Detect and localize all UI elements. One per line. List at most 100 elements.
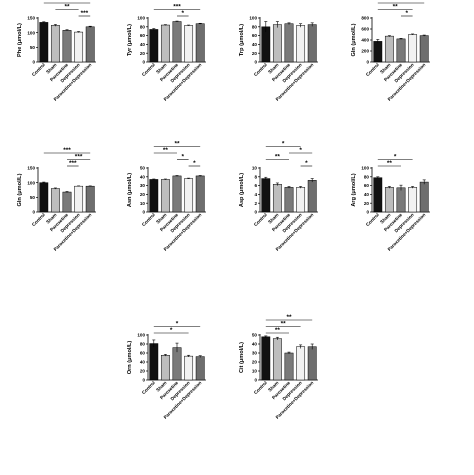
bar xyxy=(296,25,306,63)
y-tick-label: 40 xyxy=(140,174,146,179)
y-tick-label: 40 xyxy=(252,42,258,47)
y-axis-label: Gln (μmol/L) xyxy=(17,173,23,206)
y-tick-label: 80 xyxy=(364,174,370,179)
bar xyxy=(39,182,49,213)
y-tick-label: 20 xyxy=(140,369,146,374)
bar xyxy=(160,24,170,63)
y-tick-label: 30 xyxy=(252,351,258,356)
significance-label: * xyxy=(394,154,397,161)
y-axis-label: Phe (μmol/L) xyxy=(17,23,23,57)
y-tick-label: 60 xyxy=(364,183,370,188)
y-tick-label: 800 xyxy=(361,16,369,21)
significance-label: * xyxy=(282,141,285,148)
y-tick-label: 10 xyxy=(252,369,258,374)
y-tick-label: 60 xyxy=(252,33,258,38)
y-tick-label: 200 xyxy=(361,49,369,54)
y-tick-label: 20 xyxy=(252,360,258,365)
y-tick-label: 50 xyxy=(252,333,258,338)
y-tick-label: 20 xyxy=(140,51,146,56)
significance-label: ** xyxy=(387,160,393,167)
significance-label: ** xyxy=(286,314,292,321)
y-tick-label: 80 xyxy=(252,24,258,29)
bar xyxy=(50,188,60,213)
bar xyxy=(172,21,182,63)
significance-label: * xyxy=(193,160,196,167)
bar xyxy=(272,184,282,213)
y-tick-label: 20 xyxy=(364,201,370,206)
y-tick-label: 150 xyxy=(27,16,35,21)
y-tick-label: 10 xyxy=(252,166,258,171)
significance-label: *** xyxy=(173,4,181,11)
bar xyxy=(272,338,282,381)
y-axis-label: Asp (μmol/L) xyxy=(239,173,245,207)
bar xyxy=(85,185,95,213)
y-tick-label: 8 xyxy=(254,174,257,179)
significance-label: *** xyxy=(63,147,71,154)
significance-label: *** xyxy=(75,154,83,161)
bar xyxy=(284,352,294,381)
bar xyxy=(272,24,282,63)
y-tick-label: 100 xyxy=(249,16,257,21)
significance-label: ** xyxy=(64,4,70,11)
significance-label: ** xyxy=(393,4,399,11)
significance-label: *** xyxy=(63,0,71,4)
bar xyxy=(149,179,159,213)
y-axis-label: Cit (μmol/L) xyxy=(239,342,245,373)
bar xyxy=(284,23,294,63)
bar xyxy=(284,187,294,213)
bar xyxy=(384,187,394,213)
bar xyxy=(373,41,383,63)
bar xyxy=(195,356,205,381)
bar xyxy=(419,181,429,213)
bar xyxy=(195,23,205,63)
y-axis-label: Gln (μmol/L) xyxy=(351,23,357,56)
bar xyxy=(396,38,406,63)
y-tick-label: 40 xyxy=(252,342,258,347)
y-tick-label: 0 xyxy=(32,210,35,215)
bar xyxy=(408,187,418,213)
bar xyxy=(50,25,60,63)
bar xyxy=(149,29,159,63)
significance-label: *** xyxy=(81,10,89,17)
y-tick-label: 4 xyxy=(254,192,257,197)
bar xyxy=(184,355,194,381)
y-axis-label: Asn (μmol/L) xyxy=(127,173,133,207)
significance-label: ** xyxy=(275,154,281,161)
bar xyxy=(160,179,170,213)
y-tick-label: 0 xyxy=(142,378,145,383)
y-tick-label: 20 xyxy=(140,192,146,197)
y-tick-label: 100 xyxy=(361,166,369,171)
y-tick-label: 50 xyxy=(30,45,36,50)
bar xyxy=(396,187,406,213)
y-tick-label: 400 xyxy=(361,38,369,43)
y-axis-label: Trp (μmol/L) xyxy=(239,24,245,56)
bar xyxy=(74,185,84,213)
bar xyxy=(307,346,317,381)
y-tick-label: 0 xyxy=(32,60,35,65)
y-tick-label: 50 xyxy=(30,195,36,200)
y-tick-label: 40 xyxy=(140,360,146,365)
y-tick-label: 80 xyxy=(140,24,146,29)
bar xyxy=(149,343,159,381)
y-tick-label: 0 xyxy=(254,60,257,65)
y-tick-label: 100 xyxy=(137,16,145,21)
y-axis-label: Tyr (μmol/L) xyxy=(127,24,133,56)
bar xyxy=(195,175,205,213)
bar xyxy=(85,26,95,63)
bar xyxy=(296,346,306,381)
significance-label: ** xyxy=(281,321,287,328)
y-tick-label: 100 xyxy=(27,30,35,35)
significance-label: ** xyxy=(275,327,281,334)
bar xyxy=(261,178,271,213)
significance-label: * xyxy=(176,321,179,328)
y-tick-label: 6 xyxy=(254,183,257,188)
bar xyxy=(307,24,317,63)
bar xyxy=(160,355,170,381)
bar xyxy=(172,347,182,381)
